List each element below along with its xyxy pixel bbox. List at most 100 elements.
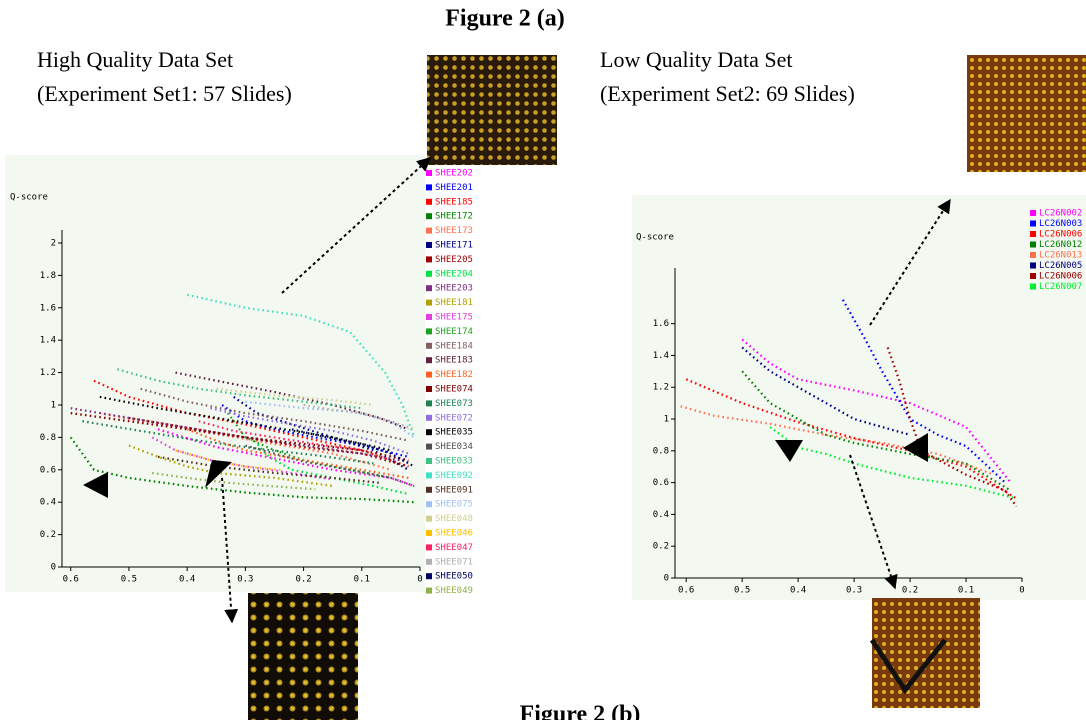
legend-swatch (426, 573, 432, 579)
x-tick-label: 0.6 (678, 586, 694, 596)
y-tick-label: 1.8 (40, 271, 56, 281)
x-tick-label: 0 (1019, 586, 1024, 596)
y-tick-label: 1.4 (40, 336, 56, 346)
legend-swatch (426, 487, 432, 493)
legend-label: SHEE046 (435, 529, 473, 539)
legend-swatch (426, 516, 432, 522)
legend-swatch (426, 472, 432, 478)
y-tick-label: 1.6 (40, 303, 56, 313)
y-axis-label: Q-score (636, 233, 674, 243)
x-tick-label: 0.2 (902, 586, 918, 596)
y-tick-label: 0 (51, 563, 56, 573)
x-tick-label: 0.1 (958, 586, 974, 596)
legend-label: SHEE184 (435, 341, 473, 351)
y-tick-label: 1.2 (40, 368, 56, 378)
legend-label: LC26N002 (1039, 209, 1082, 219)
legend-swatch (426, 530, 432, 536)
legend-label: LC26N006 (1039, 272, 1082, 282)
x-tick-label: 0.3 (237, 575, 253, 585)
y-tick-label: 1.2 (653, 383, 669, 393)
y-tick-label: 1 (51, 400, 56, 410)
legend-label: SHEE074 (435, 385, 473, 395)
legend-swatch (426, 444, 432, 450)
legend-swatch (426, 386, 432, 392)
legend-swatch (426, 328, 432, 334)
panel-caption: Low Quality Data Set (600, 47, 792, 72)
figure-title: Figure 2 (a) (445, 6, 565, 32)
y-tick-label: 0.4 (653, 510, 669, 520)
y-tick-label: 0.2 (653, 542, 669, 552)
legend-label: SHEE174 (435, 327, 473, 337)
legend-label: LC26N013 (1039, 251, 1082, 261)
panel-caption: (Experiment Set2: 69 Slides) (600, 81, 855, 106)
legend-swatch (426, 372, 432, 378)
legend-label: SHEE203 (435, 284, 473, 294)
microarray-image (967, 55, 1086, 172)
legend-label: SHEE049 (435, 586, 473, 596)
plot-background (632, 195, 1086, 600)
legend-label: SHEE073 (435, 399, 473, 409)
legend-label: SHEE171 (435, 241, 473, 251)
y-tick-label: 2 (51, 238, 56, 248)
legend-swatch (1030, 242, 1036, 248)
legend-swatch (1030, 231, 1036, 237)
legend-swatch (426, 357, 432, 363)
x-tick-label: 0.4 (179, 575, 195, 585)
legend-label: SHEE205 (435, 255, 473, 265)
legend-swatch (426, 588, 432, 594)
y-tick-label: 0.2 (40, 530, 56, 540)
legend-swatch (426, 242, 432, 248)
legend-label: SHEE035 (435, 428, 473, 438)
y-tick-label: 1.4 (653, 351, 669, 361)
y-axis-label: Q-score (10, 193, 48, 203)
legend-label: SHEE172 (435, 212, 473, 222)
legend-swatch (426, 559, 432, 565)
legend-label: SHEE201 (435, 183, 473, 193)
legend-label: SHEE204 (435, 269, 473, 279)
legend-label: SHEE050 (435, 572, 473, 582)
legend-swatch (426, 213, 432, 219)
legend-swatch (1030, 273, 1036, 279)
y-tick-label: 0.8 (40, 433, 56, 443)
legend-label: SHEE181 (435, 298, 473, 308)
legend-label: SHEE075 (435, 500, 473, 510)
x-tick-label: 0.3 (846, 586, 862, 596)
legend-swatch (426, 184, 432, 190)
legend-label: LC26N005 (1039, 261, 1082, 271)
legend-label: SHEE202 (435, 169, 473, 179)
figure-title: Figure 2 (b) (520, 702, 641, 720)
y-tick-label: 0.8 (653, 446, 669, 456)
legend-label: SHEE047 (435, 543, 473, 553)
legend-swatch (426, 170, 432, 176)
y-tick-label: 0 (664, 574, 669, 584)
legend-swatch (426, 256, 432, 262)
x-tick-label: 0.6 (63, 575, 79, 585)
legend-label: SHEE071 (435, 557, 473, 567)
legend-swatch (426, 343, 432, 349)
legend-label: LC26N003 (1039, 219, 1082, 229)
y-tick-label: 0.6 (40, 465, 56, 475)
legend-swatch (426, 300, 432, 306)
x-tick-label: 0.5 (121, 575, 137, 585)
legend-swatch (426, 271, 432, 277)
legend-label: SHEE173 (435, 226, 473, 236)
microarray-image (248, 593, 358, 720)
legend-label: SHEE182 (435, 370, 473, 380)
x-tick-label: 0.5 (734, 586, 750, 596)
legend-swatch (426, 228, 432, 234)
x-tick-label: 0.4 (790, 586, 806, 596)
x-tick-label: 0 (417, 575, 422, 585)
legend-label: SHEE183 (435, 356, 473, 366)
y-tick-label: 1 (664, 415, 669, 425)
x-tick-label: 0.2 (295, 575, 311, 585)
panel-caption: (Experiment Set1: 57 Slides) (37, 81, 292, 106)
legend-swatch (1030, 284, 1036, 290)
legend-swatch (1030, 263, 1036, 269)
microarray-image (872, 598, 980, 708)
legend-swatch (1030, 252, 1036, 258)
figure: Figure 2 (a) Figure 2 (b) High Quality D… (0, 0, 1086, 720)
legend-label: SHEE091 (435, 485, 473, 495)
legend-swatch (426, 400, 432, 406)
legend-swatch (426, 415, 432, 421)
legend-swatch (426, 501, 432, 507)
